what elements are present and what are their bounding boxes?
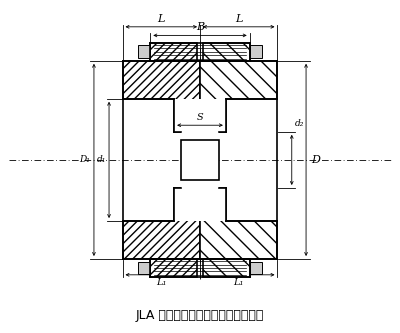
Text: S: S: [197, 113, 203, 122]
Polygon shape: [200, 61, 278, 132]
Polygon shape: [250, 45, 262, 58]
Polygon shape: [138, 262, 150, 274]
Polygon shape: [200, 188, 278, 259]
Polygon shape: [150, 43, 197, 61]
Text: d₁: d₁: [96, 156, 106, 165]
Polygon shape: [122, 188, 200, 259]
Text: JLA 型轴向可移式径向键凸缘联轴器: JLA 型轴向可移式径向键凸缘联轴器: [136, 309, 264, 322]
Polygon shape: [203, 259, 250, 277]
Text: L₁: L₁: [156, 278, 166, 287]
Text: L: L: [235, 14, 242, 24]
Text: D: D: [311, 155, 320, 165]
Polygon shape: [250, 262, 262, 274]
Text: L₁: L₁: [234, 278, 244, 287]
Text: B: B: [196, 22, 204, 32]
Polygon shape: [138, 45, 150, 58]
Polygon shape: [203, 43, 250, 61]
Text: d₂: d₂: [295, 119, 304, 128]
Bar: [181, 140, 219, 180]
Polygon shape: [150, 259, 197, 277]
Text: L: L: [158, 14, 165, 24]
Polygon shape: [174, 99, 226, 221]
Text: D₁: D₁: [79, 156, 90, 165]
Polygon shape: [122, 61, 200, 132]
